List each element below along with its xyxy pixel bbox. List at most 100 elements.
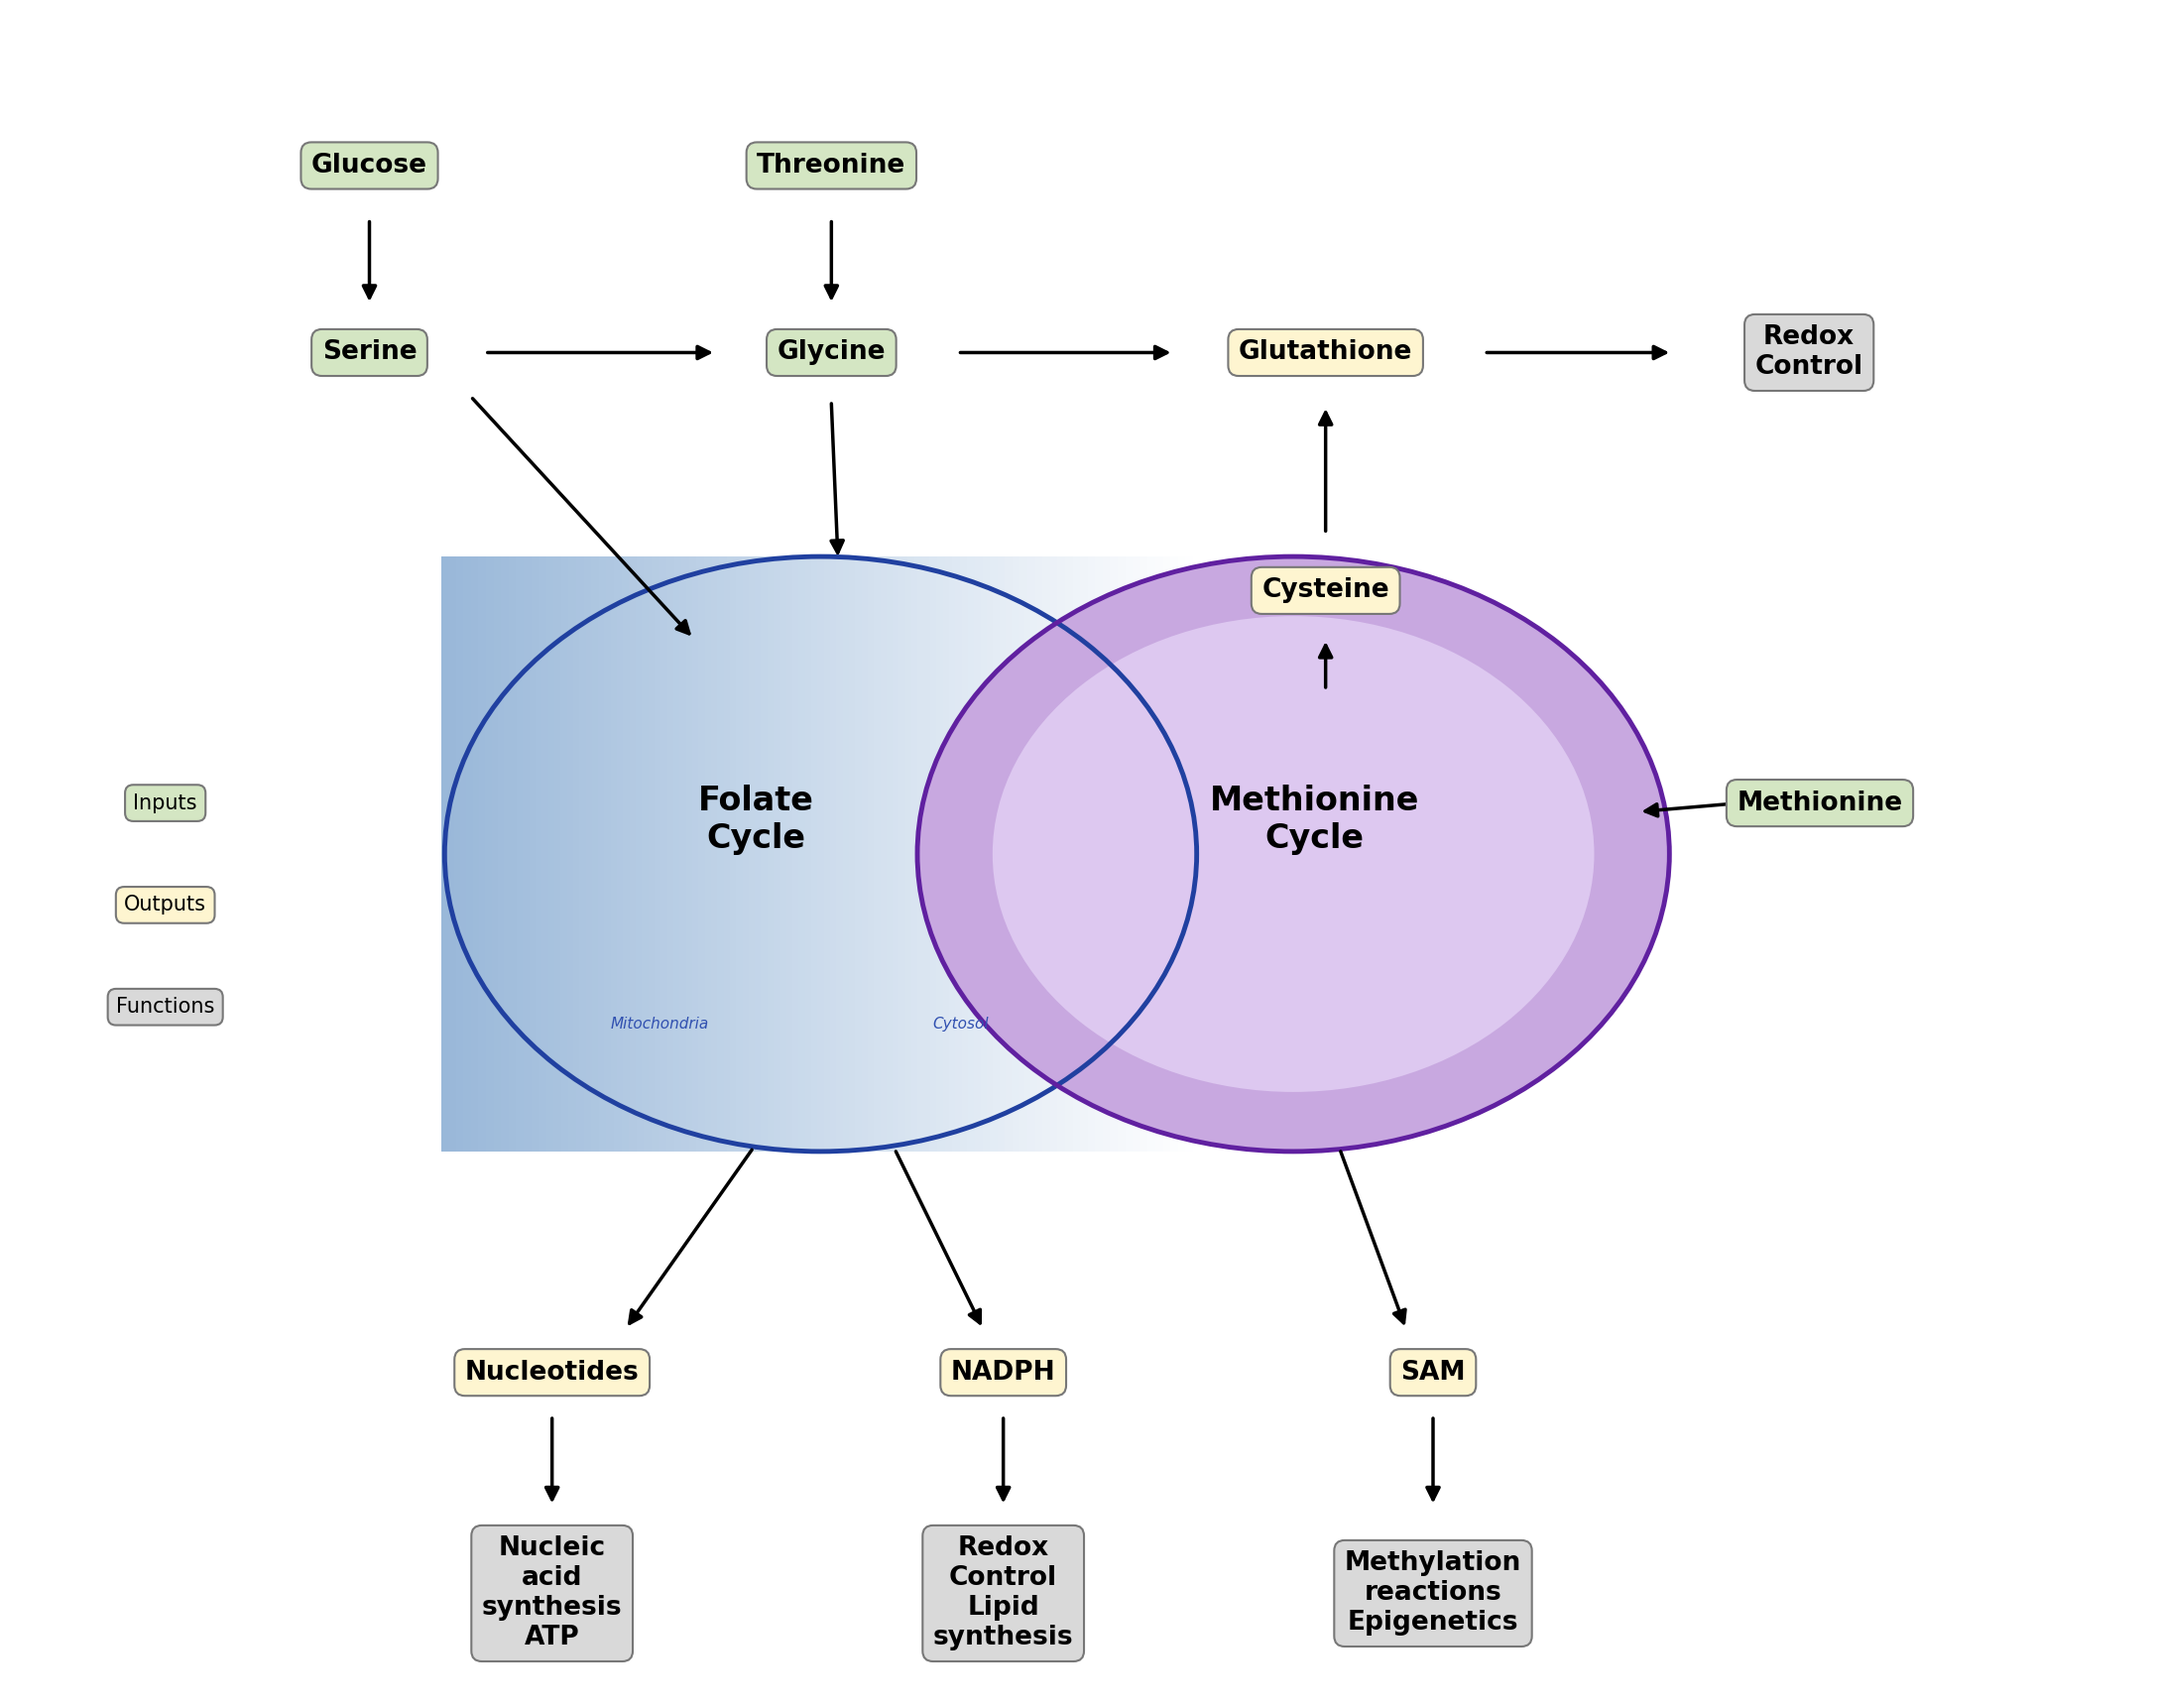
- Text: Methionine: Methionine: [1736, 791, 1902, 816]
- Bar: [809, 557, 818, 1151]
- Ellipse shape: [494, 596, 1148, 1112]
- Bar: [1132, 557, 1141, 1151]
- Ellipse shape: [569, 656, 1072, 1052]
- Bar: [455, 557, 464, 1151]
- Bar: [975, 557, 981, 1151]
- Bar: [1012, 557, 1018, 1151]
- Bar: [591, 557, 597, 1151]
- Bar: [580, 557, 587, 1151]
- Bar: [459, 557, 466, 1151]
- Bar: [818, 557, 824, 1151]
- Ellipse shape: [671, 734, 971, 974]
- Bar: [1156, 557, 1163, 1151]
- Bar: [908, 557, 915, 1151]
- Ellipse shape: [651, 721, 990, 987]
- Bar: [761, 557, 768, 1151]
- Bar: [660, 557, 667, 1151]
- Ellipse shape: [746, 794, 895, 914]
- Bar: [772, 557, 779, 1151]
- Ellipse shape: [638, 711, 1003, 997]
- Bar: [938, 557, 945, 1151]
- Ellipse shape: [714, 770, 928, 938]
- Bar: [1012, 557, 1020, 1151]
- Bar: [1156, 557, 1163, 1151]
- Bar: [1102, 557, 1111, 1151]
- Bar: [1163, 557, 1171, 1151]
- Bar: [535, 557, 541, 1151]
- Bar: [645, 557, 651, 1151]
- Bar: [824, 557, 833, 1151]
- Bar: [764, 557, 772, 1151]
- Bar: [498, 557, 505, 1151]
- Bar: [1018, 557, 1025, 1151]
- Bar: [1148, 557, 1156, 1151]
- Bar: [600, 557, 606, 1151]
- Ellipse shape: [444, 557, 1197, 1151]
- Ellipse shape: [783, 825, 858, 883]
- Bar: [528, 557, 535, 1151]
- Bar: [878, 557, 884, 1151]
- Bar: [1050, 557, 1057, 1151]
- Text: Methionine
Cycle: Methionine Cycle: [1210, 784, 1419, 856]
- Bar: [1081, 557, 1087, 1151]
- Ellipse shape: [513, 611, 1128, 1097]
- Bar: [617, 557, 623, 1151]
- Ellipse shape: [520, 617, 1122, 1091]
- Bar: [787, 557, 794, 1151]
- Bar: [654, 557, 660, 1151]
- Bar: [494, 557, 500, 1151]
- Bar: [1035, 557, 1042, 1151]
- Bar: [1130, 557, 1137, 1151]
- Bar: [748, 557, 757, 1151]
- Bar: [516, 557, 524, 1151]
- Bar: [981, 557, 986, 1151]
- Bar: [824, 557, 830, 1151]
- Bar: [785, 557, 792, 1151]
- Bar: [1087, 557, 1096, 1151]
- Ellipse shape: [451, 562, 1191, 1146]
- Bar: [604, 557, 610, 1151]
- Bar: [1143, 557, 1150, 1151]
- Bar: [874, 557, 880, 1151]
- Ellipse shape: [557, 646, 1083, 1062]
- Ellipse shape: [688, 750, 951, 958]
- Bar: [1050, 557, 1055, 1151]
- Bar: [479, 557, 485, 1151]
- Bar: [755, 557, 761, 1151]
- Bar: [1113, 557, 1117, 1151]
- Bar: [837, 557, 843, 1151]
- Bar: [1027, 557, 1035, 1151]
- Bar: [1163, 557, 1169, 1151]
- Bar: [951, 557, 960, 1151]
- Bar: [505, 557, 511, 1151]
- Bar: [1150, 557, 1156, 1151]
- Ellipse shape: [815, 849, 826, 859]
- Bar: [1117, 557, 1126, 1151]
- Ellipse shape: [608, 685, 1033, 1023]
- Text: Functions: Functions: [116, 997, 214, 1016]
- Ellipse shape: [809, 844, 833, 864]
- Bar: [1124, 557, 1130, 1151]
- Bar: [936, 557, 943, 1151]
- Bar: [818, 557, 824, 1151]
- Ellipse shape: [770, 815, 871, 893]
- Bar: [1025, 557, 1031, 1151]
- Bar: [554, 557, 561, 1151]
- Ellipse shape: [615, 690, 1027, 1018]
- Bar: [1107, 557, 1113, 1151]
- Bar: [1057, 557, 1066, 1151]
- Bar: [869, 557, 878, 1151]
- Ellipse shape: [563, 651, 1078, 1057]
- Bar: [923, 557, 930, 1151]
- Bar: [805, 557, 811, 1151]
- Text: Nucleic
acid
synthesis
ATP: Nucleic acid synthesis ATP: [481, 1535, 621, 1652]
- Ellipse shape: [802, 839, 839, 869]
- Bar: [733, 557, 742, 1151]
- Bar: [884, 557, 893, 1151]
- Ellipse shape: [444, 557, 1197, 1151]
- Bar: [587, 557, 591, 1151]
- Bar: [997, 557, 1005, 1151]
- Ellipse shape: [684, 745, 958, 963]
- Text: Cytosol: Cytosol: [932, 1016, 988, 1032]
- Ellipse shape: [526, 622, 1115, 1086]
